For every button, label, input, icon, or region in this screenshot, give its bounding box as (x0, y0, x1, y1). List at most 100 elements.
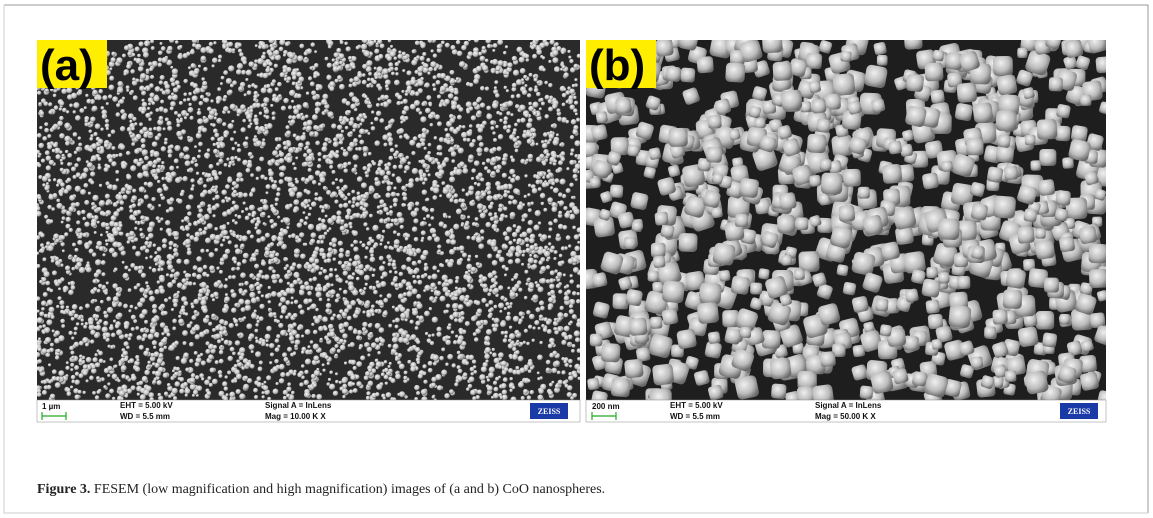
particle (382, 134, 388, 140)
particle (346, 46, 351, 51)
particle (425, 108, 431, 114)
particle (286, 177, 292, 183)
particle (469, 106, 474, 111)
particle (322, 206, 326, 210)
particle (98, 319, 102, 323)
particle (488, 309, 492, 313)
particle (213, 143, 216, 146)
particle (347, 193, 351, 197)
particle (137, 54, 141, 58)
particle (148, 102, 151, 105)
particle (44, 122, 48, 126)
particle (153, 257, 159, 263)
particle (246, 70, 252, 76)
particle (470, 367, 475, 372)
particle (527, 202, 531, 206)
particle (326, 283, 331, 288)
particle (214, 282, 220, 288)
particle (140, 215, 145, 220)
particle (371, 342, 377, 348)
particle (46, 165, 51, 170)
particle (456, 40, 461, 45)
particle (311, 201, 317, 207)
particle (482, 65, 488, 71)
particle (311, 303, 317, 309)
particle (507, 312, 511, 316)
particle (150, 322, 153, 325)
particle (349, 258, 352, 261)
particle (232, 181, 237, 186)
particle (370, 239, 374, 243)
particle (432, 229, 436, 233)
particle (558, 224, 564, 230)
particle (255, 351, 261, 357)
particle (503, 125, 508, 130)
particle (205, 292, 209, 296)
particle (493, 387, 498, 392)
particle (554, 318, 558, 322)
particle (420, 116, 426, 122)
particle (234, 303, 238, 307)
particle (60, 235, 65, 240)
particle (392, 173, 396, 177)
particle (126, 85, 130, 89)
particle (345, 214, 350, 219)
particle (462, 189, 465, 192)
particle (89, 148, 93, 152)
particle (388, 142, 392, 146)
particle (233, 190, 237, 194)
particle (331, 191, 337, 197)
particle (370, 257, 376, 263)
particle (176, 131, 182, 137)
panel-a: (a) 1 µm EHT = 5.00 kV WD = 5.5 mm Signa… (35, 37, 583, 422)
particle (405, 135, 410, 140)
particle (481, 192, 486, 197)
particle (379, 199, 384, 204)
particle (83, 233, 88, 238)
particle (264, 274, 270, 280)
particle (439, 104, 443, 108)
particle (281, 309, 286, 314)
particle (226, 78, 232, 84)
particle (59, 150, 62, 153)
particle (76, 228, 81, 233)
particle (494, 215, 498, 219)
particle (573, 373, 578, 378)
particle (303, 199, 309, 205)
particle (369, 189, 372, 192)
particle (50, 343, 54, 347)
particle (317, 164, 321, 168)
particle (411, 60, 417, 66)
particle (297, 278, 301, 282)
particle (80, 189, 86, 195)
particle (448, 336, 451, 339)
particle (51, 126, 56, 131)
particle (401, 264, 407, 270)
particle (339, 140, 343, 144)
particle (553, 159, 557, 163)
particle (417, 66, 423, 72)
particle (141, 99, 144, 102)
particle (343, 271, 348, 276)
particle (251, 214, 255, 218)
particle (148, 118, 152, 122)
particle (403, 376, 407, 380)
particle (546, 279, 550, 283)
particle (249, 292, 255, 298)
particle (407, 360, 411, 364)
particle (153, 346, 156, 349)
particle (102, 95, 107, 100)
particle (236, 69, 242, 75)
particle (64, 189, 69, 194)
particle (383, 207, 389, 213)
particle (331, 170, 335, 174)
particle (318, 102, 322, 106)
particle (97, 157, 101, 161)
particle (106, 102, 109, 105)
particle (416, 391, 420, 395)
particle (86, 99, 91, 104)
particle (316, 240, 320, 244)
particle (209, 383, 213, 387)
particle (55, 260, 61, 266)
particle (503, 193, 508, 198)
